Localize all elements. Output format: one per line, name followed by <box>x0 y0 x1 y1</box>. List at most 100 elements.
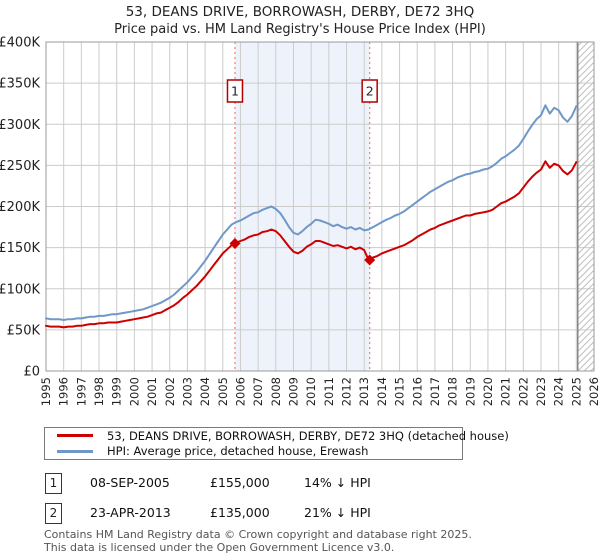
x-axis-label: 2000 <box>127 377 141 406</box>
plot-border <box>45 41 595 372</box>
future-hatch-line <box>577 347 595 365</box>
x-axis-label: 2018 <box>446 377 460 406</box>
sale-row-1: 1 08-SEP-2005 £155,000 14% ↓ HPI <box>0 473 600 495</box>
x-axis-label: 2009 <box>287 377 301 406</box>
x-axis-label: 1998 <box>92 377 106 406</box>
property-line-swatch <box>57 434 93 438</box>
x-axis-label: 2004 <box>198 377 212 406</box>
y-axis-label: £350K <box>0 77 40 92</box>
future-hatch-line <box>577 315 595 333</box>
x-axis-label: 2025 <box>569 377 583 406</box>
future-hatch-line <box>577 341 595 359</box>
sale-event-box-1 <box>226 79 244 103</box>
future-hatch-line <box>577 61 595 79</box>
future-hatch-line <box>583 360 595 372</box>
x-axis-label: 2002 <box>163 377 177 406</box>
future-hatch-line <box>577 243 595 261</box>
future-hatch-line <box>577 321 595 339</box>
future-hatch-line <box>577 256 595 274</box>
future-hatch-line <box>577 289 595 307</box>
x-axis-label: 2024 <box>552 377 566 406</box>
x-axis-label: 2010 <box>304 377 318 406</box>
legend-label-property: 53, DEANS DRIVE, BORROWASH, DERBY, DE72 … <box>107 428 509 443</box>
legend-item-property: 53, DEANS DRIVE, BORROWASH, DERBY, DE72 … <box>45 428 509 443</box>
footer-line-1: Contains HM Land Registry data © Crown c… <box>44 528 472 541</box>
chart-title: 53, DEANS DRIVE, BORROWASH, DERBY, DE72 … <box>125 4 475 20</box>
future-hatch-line <box>577 68 595 86</box>
future-hatch-line <box>577 74 595 92</box>
future-hatch-line <box>577 152 595 170</box>
future-hatch-line <box>577 139 595 157</box>
x-axis-label: 2020 <box>481 377 495 406</box>
y-axis-label: £0 <box>23 365 40 380</box>
y-axis-label: £50K <box>7 323 41 338</box>
future-hatch-line <box>577 107 595 125</box>
price-chart: 1 2 £0 £50K £100K £150K £200K £250K £300K £350K £4… <box>0 36 600 407</box>
x-axis-label: 2007 <box>251 377 265 406</box>
x-axis-label: 2019 <box>463 377 477 406</box>
x-axis-label: 2022 <box>516 377 530 406</box>
legend: 53, DEANS DRIVE, BORROWASH, DERBY, DE72 … <box>44 427 509 460</box>
future-hatch-line <box>577 113 595 131</box>
future-hatch-line <box>577 42 595 60</box>
sale-number-box-1: 1 <box>45 473 62 494</box>
future-hatch-line <box>577 308 595 326</box>
x-axis-label: 2008 <box>269 377 283 406</box>
future-hatch-line <box>577 282 595 300</box>
future-hatch-line <box>577 126 595 144</box>
sale-row-2: 2 23-APR-2013 £135,000 21% ↓ HPI <box>0 503 600 525</box>
sale-event-box-2 <box>361 79 378 103</box>
future-hatch-line <box>577 237 595 255</box>
x-axis-label: 2011 <box>322 377 336 406</box>
y-axis-label: £100K <box>0 282 40 297</box>
x-axis-label: 2001 <box>145 377 159 406</box>
future-hatch-line <box>577 250 595 268</box>
future-hatch-line <box>577 81 595 99</box>
future-hatch-line <box>577 159 595 177</box>
future-hatch-line <box>577 276 595 294</box>
x-axis-label: 2003 <box>180 377 194 406</box>
x-axis-label: 2006 <box>233 377 247 406</box>
future-hatch-line <box>577 87 595 105</box>
y-axis-label: £400K <box>0 36 40 51</box>
future-hatch-line <box>577 263 595 281</box>
x-axis-label: 2016 <box>410 377 424 406</box>
future-hatch-line <box>577 165 595 183</box>
x-axis-label: 1999 <box>110 377 124 406</box>
hpi-average-line <box>45 104 578 321</box>
future-hatch-line <box>577 178 595 196</box>
footer-line-2: This data is licensed under the Open Gov… <box>44 540 395 554</box>
future-hatch-line <box>577 230 595 248</box>
future-hatch-line <box>577 295 595 313</box>
future-hatch-line <box>577 334 595 352</box>
x-axis-label: 1995 <box>39 377 53 406</box>
future-hatch-line <box>577 269 595 287</box>
future-hatch-line <box>577 55 595 73</box>
footer: Contains HM Land Registry data © Crown c… <box>44 528 472 554</box>
future-hatch-line <box>577 302 595 320</box>
future-hatch-line <box>577 100 595 118</box>
x-axis-label: 2017 <box>428 377 442 406</box>
sale-date-2: 23-APR-2013 <box>90 505 171 520</box>
future-hatch-line <box>577 211 595 229</box>
y-axis-label: £250K <box>0 159 40 174</box>
legend-item-hpi: HPI: Average price, detached house, Erew… <box>45 444 462 459</box>
sale-event-box-label-2: 2 <box>366 84 374 99</box>
x-axis-label: 2023 <box>534 377 548 406</box>
x-axis-label: 2013 <box>357 377 371 406</box>
future-hatch-line <box>577 172 595 190</box>
future-hatch-line <box>577 41 589 53</box>
future-hatch-line <box>577 354 595 372</box>
future-hatch-line <box>577 146 595 164</box>
sale-event-box-label-1: 1 <box>231 84 239 99</box>
sale-hpi-diff-2: 21% ↓ HPI <box>304 505 371 520</box>
chart-subtitle: Price paid vs. HM Land Registry's House … <box>114 22 486 37</box>
sale-hpi-diff-1: 14% ↓ HPI <box>304 475 371 490</box>
y-axis-label: £200K <box>0 200 40 215</box>
sale-price-2: £135,000 <box>210 505 270 520</box>
future-hatch-line <box>577 198 595 216</box>
x-axis-label: 2014 <box>375 377 389 406</box>
legend-label-hpi: HPI: Average price, detached house, Erew… <box>107 444 369 459</box>
sale-number-box-2: 2 <box>45 503 62 524</box>
